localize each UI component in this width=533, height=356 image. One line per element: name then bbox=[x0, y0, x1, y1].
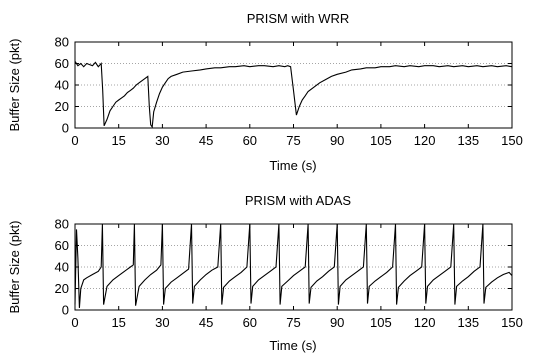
series-line bbox=[74, 223, 513, 308]
y-tick-label: 20 bbox=[55, 281, 69, 296]
x-tick-label: 30 bbox=[155, 133, 169, 148]
y-tick-label: 80 bbox=[55, 35, 69, 50]
x-tick-label: 75 bbox=[286, 133, 300, 148]
y-axis-label: Buffer Size (pkt) bbox=[7, 221, 22, 314]
x-tick-label: 135 bbox=[457, 133, 479, 148]
chart-title: PRISM with WRR bbox=[247, 11, 350, 26]
y-tick-label: 40 bbox=[55, 78, 69, 93]
y-tick-label: 0 bbox=[62, 121, 69, 136]
series-line bbox=[74, 60, 513, 129]
x-tick-label: 15 bbox=[111, 133, 125, 148]
y-tick-label: 20 bbox=[55, 99, 69, 114]
y-tick-label: 80 bbox=[55, 217, 69, 232]
x-tick-label: 45 bbox=[199, 133, 213, 148]
x-tick-label: 0 bbox=[71, 315, 78, 330]
x-tick-label: 60 bbox=[243, 133, 257, 148]
y-axis-label: Buffer Size (pkt) bbox=[7, 39, 22, 132]
x-tick-label: 135 bbox=[457, 315, 479, 330]
chart-prism-adas: PRISM with ADAS Buffer Size (pkt) Time (… bbox=[7, 193, 523, 353]
x-tick-label: 60 bbox=[243, 315, 257, 330]
x-tick-label: 105 bbox=[370, 133, 392, 148]
x-tick-label: 120 bbox=[414, 315, 436, 330]
x-tick-label: 30 bbox=[155, 315, 169, 330]
x-axis-label: Time (s) bbox=[269, 158, 316, 173]
x-tick-label: 90 bbox=[330, 133, 344, 148]
x-tick-label: 150 bbox=[501, 133, 523, 148]
plot-frame bbox=[74, 223, 513, 311]
x-tick-label: 0 bbox=[71, 133, 78, 148]
x-tick-label: 75 bbox=[286, 315, 300, 330]
y-tick-label: 0 bbox=[62, 303, 69, 318]
y-tick-label: 60 bbox=[55, 238, 69, 253]
x-tick-label: 150 bbox=[501, 315, 523, 330]
x-tick-label: 120 bbox=[414, 133, 436, 148]
chart-title: PRISM with ADAS bbox=[245, 193, 352, 208]
chart-prism-wrr: PRISM with WRR Buffer Size (pkt) Time (s… bbox=[7, 11, 523, 173]
x-tick-label: 15 bbox=[111, 315, 125, 330]
x-tick-label: 90 bbox=[330, 315, 344, 330]
y-tick-label: 40 bbox=[55, 260, 69, 275]
plot-frame bbox=[74, 41, 513, 129]
x-axis-label: Time (s) bbox=[269, 338, 316, 353]
x-tick-label: 45 bbox=[199, 315, 213, 330]
x-tick-label: 105 bbox=[370, 315, 392, 330]
y-tick-label: 60 bbox=[55, 56, 69, 71]
